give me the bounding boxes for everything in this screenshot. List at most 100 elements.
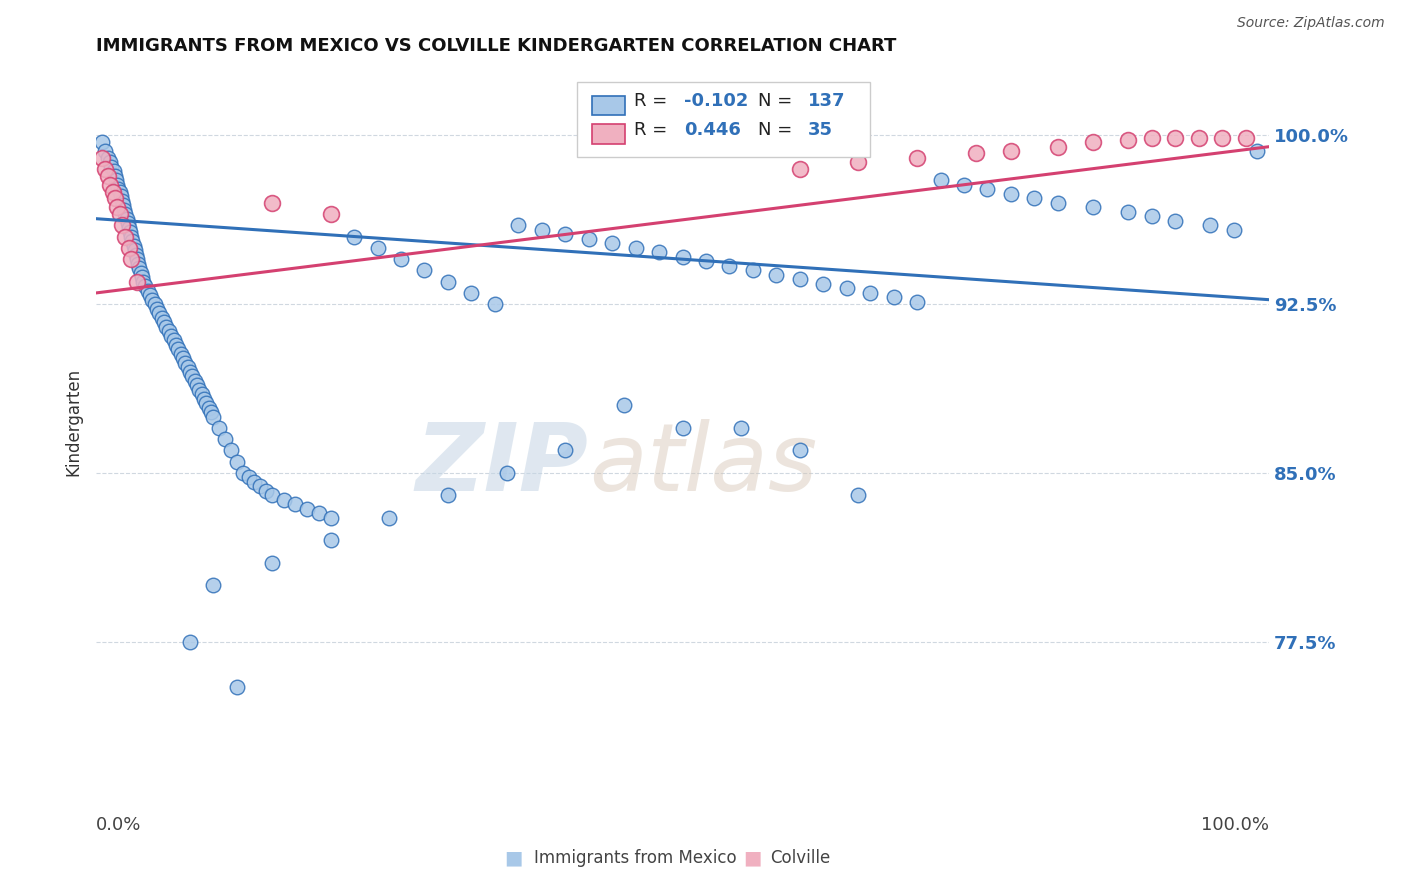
Point [260, 196, 283, 211]
Point [225, 455, 247, 469]
Text: 0.446: 0.446 [683, 120, 741, 138]
FancyBboxPatch shape [592, 95, 626, 115]
Text: 137: 137 [808, 92, 845, 111]
Text: 100.0%: 100.0% [1201, 815, 1270, 834]
Point [112, 198, 135, 212]
Point [105, 201, 128, 215]
Point [284, 497, 307, 511]
Point [1140, 130, 1163, 145]
Point [202, 578, 225, 592]
Point [120, 229, 142, 244]
Point [1187, 130, 1209, 145]
Point [132, 275, 155, 289]
Text: R =: R = [634, 92, 673, 111]
Text: N =: N = [758, 92, 797, 111]
Point [162, 333, 184, 347]
Point [179, 634, 201, 648]
Point [101, 185, 124, 199]
Point [181, 369, 204, 384]
Point [260, 556, 283, 570]
Point [115, 211, 138, 226]
Point [765, 268, 787, 282]
Point [319, 511, 342, 525]
Point [905, 294, 928, 309]
Point [114, 207, 136, 221]
Point [319, 533, 342, 548]
Point [613, 399, 636, 413]
Point [1246, 145, 1268, 159]
Point [127, 252, 149, 267]
Point [197, 401, 219, 415]
Text: R =: R = [634, 120, 673, 138]
Point [172, 351, 194, 366]
Point [208, 421, 231, 435]
Point [160, 328, 183, 343]
Point [103, 164, 125, 178]
Point [1046, 196, 1069, 211]
Point [789, 272, 811, 286]
Point [976, 182, 998, 196]
Point [200, 405, 222, 419]
Point [859, 285, 882, 300]
Point [134, 279, 156, 293]
Point [105, 173, 128, 187]
Point [110, 189, 132, 203]
Point [139, 288, 162, 302]
Point [413, 263, 436, 277]
Point [98, 178, 121, 192]
Point [91, 151, 114, 165]
Point [495, 466, 517, 480]
Text: atlas: atlas [589, 419, 817, 510]
Point [108, 207, 131, 221]
Text: 0.0%: 0.0% [96, 815, 142, 834]
Point [157, 324, 180, 338]
Point [600, 236, 623, 251]
FancyBboxPatch shape [592, 124, 626, 144]
Point [97, 169, 120, 183]
Point [120, 225, 142, 239]
Text: N =: N = [758, 120, 797, 138]
Point [188, 383, 211, 397]
Point [378, 511, 401, 525]
Point [125, 248, 148, 262]
Point [165, 337, 187, 351]
Point [104, 169, 127, 183]
Point [124, 243, 146, 257]
Point [1199, 219, 1222, 233]
Point [1116, 205, 1139, 219]
Point [111, 194, 134, 208]
Point [1000, 186, 1022, 201]
Point [297, 502, 319, 516]
Text: ZIP: ZIP [416, 419, 589, 511]
Point [107, 182, 129, 196]
Point [148, 306, 170, 320]
Point [1223, 223, 1246, 237]
Point [741, 263, 763, 277]
Point [437, 275, 460, 289]
FancyBboxPatch shape [576, 82, 870, 157]
Point [150, 310, 173, 325]
Point [848, 155, 870, 169]
Point [136, 284, 159, 298]
Point [167, 342, 190, 356]
Point [120, 252, 142, 267]
Point [1081, 201, 1104, 215]
Point [219, 443, 242, 458]
Point [554, 443, 576, 458]
Point [141, 293, 163, 307]
Point [389, 252, 412, 267]
Point [343, 229, 366, 244]
Point [176, 360, 198, 375]
Point [169, 347, 191, 361]
Point [112, 202, 135, 217]
Point [111, 219, 134, 233]
Point [97, 151, 120, 165]
Y-axis label: Kindergarten: Kindergarten [65, 368, 82, 476]
Point [578, 232, 600, 246]
Point [1046, 139, 1069, 153]
Point [437, 488, 460, 502]
Point [232, 466, 254, 480]
Point [193, 392, 215, 406]
Point [671, 250, 693, 264]
Point [530, 223, 553, 237]
